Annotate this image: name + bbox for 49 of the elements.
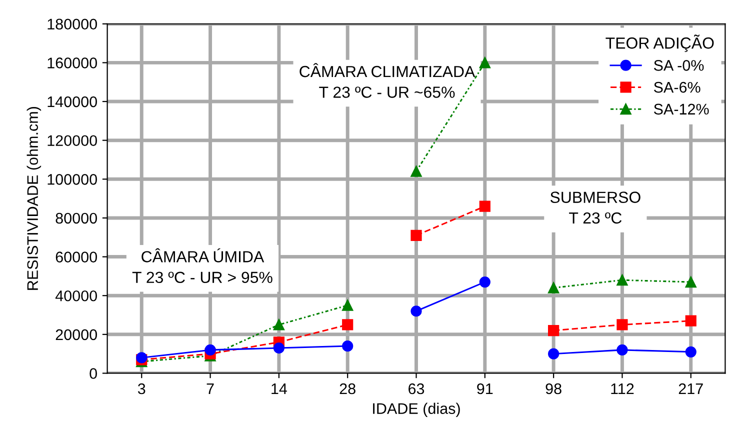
x-axis-title: IDADE (dias)	[373, 402, 460, 417]
x-tick-label: 98	[546, 383, 562, 394]
legend-label: SA-6%	[654, 82, 700, 93]
x-tick-label: 28	[340, 383, 356, 394]
x-tick-label: 7	[206, 384, 214, 394]
point	[685, 346, 696, 358]
point	[616, 274, 628, 286]
x-tick-label: 63	[408, 383, 424, 394]
point	[342, 300, 354, 311]
point	[548, 282, 560, 294]
point	[479, 200, 490, 212]
point	[479, 276, 490, 288]
point	[273, 342, 284, 354]
point	[342, 340, 354, 352]
point	[410, 306, 422, 317]
y-tick-label: 160000	[48, 58, 97, 68]
y-tick-label: 180000	[48, 18, 97, 30]
point	[685, 276, 696, 288]
x-tick-label: 14	[272, 384, 287, 394]
point	[548, 324, 560, 336]
point	[204, 344, 216, 356]
point	[479, 57, 490, 68]
y-tick-label: 140000	[48, 96, 97, 108]
y-tick-label: 80000	[56, 212, 97, 224]
annotation: CÂMARA ÚMIDA T 23 ºC - UR > 95%	[132, 248, 272, 284]
point	[685, 315, 696, 326]
point	[548, 348, 560, 360]
legend-label: SA-12%	[654, 104, 709, 115]
x-tick-label: 3	[138, 383, 146, 394]
legend-title: TEOR ADIÇÃO	[606, 34, 714, 52]
annotation: CÂMARA CLIMATIZADA T 23 ºC - UR ~65%	[300, 63, 476, 98]
point	[410, 230, 422, 241]
y-tick-label: 40000	[55, 290, 97, 302]
point	[273, 319, 284, 330]
y-tick-label: 20000	[56, 329, 97, 340]
y-tick-label: 60000	[56, 252, 97, 262]
point	[342, 319, 354, 330]
y-axis-title: RESISTIVIDADE (ohm.cm)	[26, 106, 42, 290]
x-tick-label: 217	[678, 383, 703, 394]
point	[616, 319, 628, 330]
point	[616, 344, 628, 356]
x-tick-label: 91	[477, 383, 493, 394]
y-tick-label: 0	[90, 368, 97, 379]
x-tick-label: 112	[611, 383, 634, 394]
annotation: SUBMERSO T 23 ºC	[550, 192, 640, 224]
y-tick-label: 100000	[48, 174, 97, 185]
point	[410, 166, 422, 177]
y-tick-label: 120000	[48, 135, 97, 146]
legend-label: SA -0%	[654, 60, 704, 71]
